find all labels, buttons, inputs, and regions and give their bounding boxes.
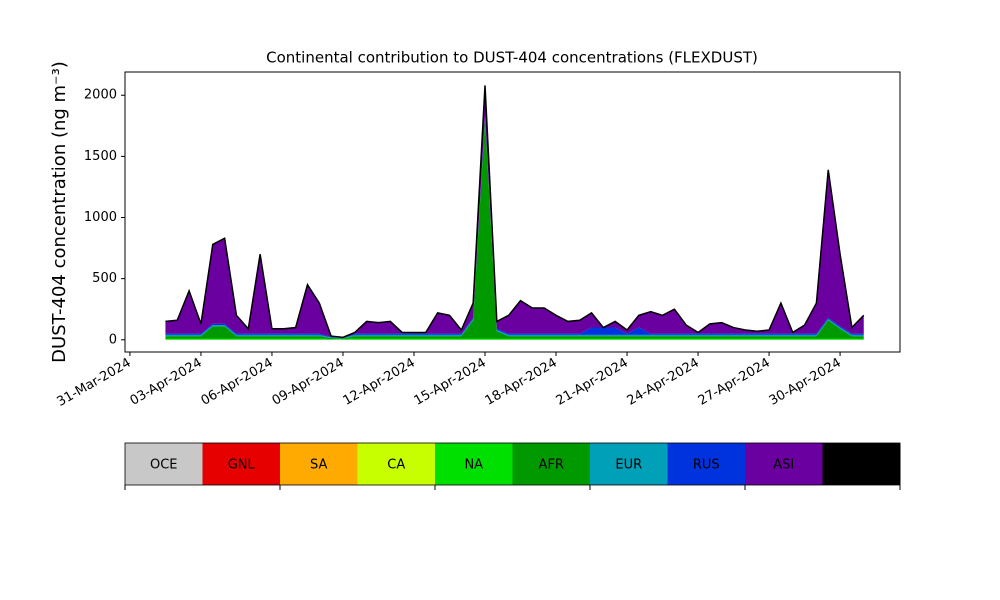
legend-swatch xyxy=(202,443,281,485)
x-tick-label: 03-Apr-2024 xyxy=(128,356,205,409)
area xyxy=(165,85,865,339)
legend-label: NA xyxy=(464,458,483,473)
colorbar-ticks xyxy=(124,485,901,490)
legend-label: CA xyxy=(387,458,405,473)
y-tick-label: 1000 xyxy=(84,210,117,225)
x-tick-label: 15-Apr-2024 xyxy=(412,356,489,409)
x-tick-label: 24-Apr-2024 xyxy=(625,356,702,409)
legend-swatch xyxy=(125,443,203,485)
legend-swatch xyxy=(745,443,823,485)
y-axis-label: DUST-404 concentration (ng m⁻³) xyxy=(49,61,70,363)
x-tick-label: 27-Apr-2024 xyxy=(696,356,773,409)
x-tick-label: 18-Apr-2024 xyxy=(483,356,560,409)
area xyxy=(165,85,864,338)
legend-label: OCE xyxy=(150,458,178,473)
x-tick-label: 06-Apr-2024 xyxy=(199,356,276,409)
legend-label: GNL xyxy=(228,458,256,473)
legend-swatch xyxy=(280,443,358,485)
chart-title: Continental contribution to DUST-404 con… xyxy=(266,49,758,67)
legend-label: EUR xyxy=(615,458,642,473)
y-tick-label: 500 xyxy=(92,271,117,286)
legend-swatch xyxy=(512,443,591,485)
legend-swatch xyxy=(667,443,746,485)
x-tick-label: 12-Apr-2024 xyxy=(341,356,418,409)
legend-label: ASI xyxy=(773,458,794,473)
legend-label: SA xyxy=(310,458,327,473)
area xyxy=(165,338,864,340)
legend-label: RUS xyxy=(693,458,720,473)
area xyxy=(165,116,864,338)
legend-swatch xyxy=(357,443,436,485)
legend-label: AUS xyxy=(848,458,875,473)
y-tick-label: 2000 xyxy=(84,88,117,103)
x-tick-label: 30-Apr-2024 xyxy=(767,356,844,409)
legend-swatch xyxy=(590,443,668,485)
y-tick-label: 0 xyxy=(109,332,117,347)
legend-frame xyxy=(124,442,901,486)
legend-label: AFR xyxy=(539,458,564,473)
plot-frame xyxy=(124,71,901,353)
x-tick-label: 21-Apr-2024 xyxy=(554,356,631,409)
legend-swatch xyxy=(822,443,901,485)
area xyxy=(165,118,864,340)
legend-swatch xyxy=(435,443,513,485)
x-tick-label: 09-Apr-2024 xyxy=(270,356,347,409)
y-tick-label: 1500 xyxy=(84,149,117,164)
area xyxy=(165,117,864,339)
